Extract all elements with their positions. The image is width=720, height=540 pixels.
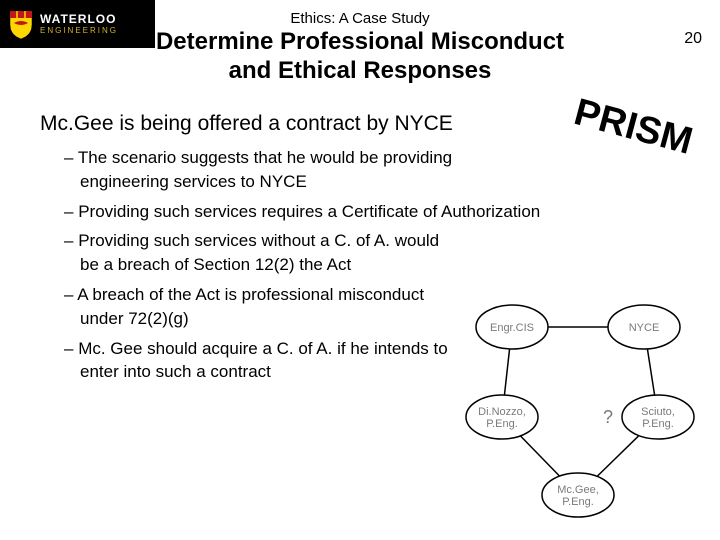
- list-item: Providing such services without a C. of …: [64, 229, 454, 277]
- logo-main: WATERLOO: [40, 13, 118, 25]
- list-item: The scenario suggests that he would be p…: [64, 146, 454, 194]
- relationship-diagram: Engr.CISNYCEDi.Nozzo,P.Eng.Sciuto,P.Eng.…: [458, 297, 698, 522]
- title-line1: Determine Professional Misconduct: [156, 28, 564, 55]
- diagram-edge: [520, 436, 559, 476]
- diagram-question-mark: ?: [603, 407, 613, 427]
- diagram-node-label: NYCE: [629, 322, 660, 334]
- lead-text: Mc.Gee is being offered a contract by NY…: [40, 112, 453, 136]
- diagram-edge: [647, 349, 654, 395]
- title-line2: and Ethical Responses: [229, 57, 492, 84]
- page-title: Determine Professional Misconduct and Et…: [0, 28, 720, 86]
- diagram-node-label: Sciuto,P.Eng.: [641, 406, 675, 430]
- diagram-edge: [597, 436, 639, 477]
- diagram-node-label: Engr.CIS: [490, 322, 534, 334]
- list-item: A breach of the Act is professional misc…: [64, 283, 454, 331]
- diagram-node-label: Mc.Gee,P.Eng.: [557, 484, 599, 508]
- list-item: Providing such services requires a Certi…: [64, 200, 684, 224]
- header-label: Ethics: A Case Study: [290, 10, 429, 27]
- list-item: Mc. Gee should acquire a C. of A. if he …: [64, 337, 454, 385]
- diagram-edge: [504, 349, 509, 395]
